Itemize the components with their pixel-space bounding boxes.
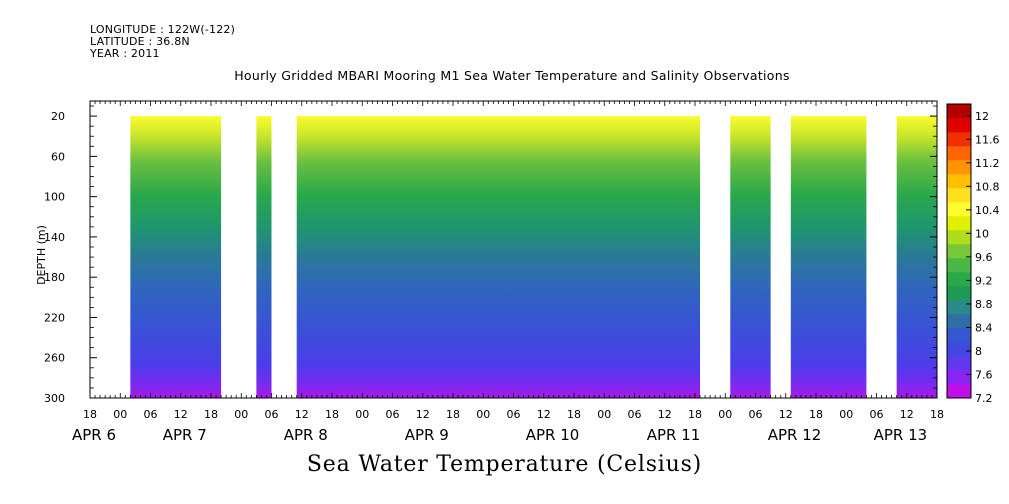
x-tick-label: 06: [386, 408, 400, 421]
x-tick-label: 00: [113, 408, 127, 421]
longitude-label: LONGITUDE : 122W(-122): [90, 23, 236, 36]
x-tick-label: 12: [658, 408, 672, 421]
x-tick-label: 06: [870, 408, 884, 421]
colorbar-band: [947, 272, 971, 287]
y-tick-label: 300: [44, 392, 65, 405]
x-tick-label: 12: [779, 408, 793, 421]
colorbar-band: [947, 244, 971, 259]
plot-frame: [89, 100, 938, 399]
data-segment: [130, 116, 222, 399]
date-label: APR 8: [284, 426, 328, 444]
data-segment: [296, 116, 701, 399]
x-tick-label: 00: [355, 408, 369, 421]
x-tick-label: 00: [476, 408, 490, 421]
data-segment: [256, 116, 272, 399]
colorbar-label: 10.8: [975, 180, 1000, 193]
x-tick-label: 00: [597, 408, 611, 421]
x-tick-label: 18: [325, 408, 339, 421]
date-label: APR 6: [72, 426, 116, 444]
colorbar-label: 12: [975, 110, 989, 123]
colorbar-band: [947, 132, 971, 147]
y-tick-label: 140: [44, 231, 65, 244]
colorbar-label: 10: [975, 227, 989, 240]
date-label: APR 9: [405, 426, 449, 444]
y-axis: 20 60 100 140 180 220 260 300: [44, 105, 937, 405]
x-tick-label: 00: [839, 408, 853, 421]
colorbar-band: [947, 300, 971, 315]
date-label: APR 12: [768, 426, 822, 444]
x-tick-label: 06: [144, 408, 158, 421]
x-tick-label: 06: [749, 408, 763, 421]
colorbar-band: [947, 104, 971, 119]
colorbar-label: 8: [975, 345, 982, 358]
colorbar-band: [947, 188, 971, 203]
x-tick-label: 18: [930, 408, 944, 421]
x-tick-label: 12: [900, 408, 914, 421]
colorbar-band: [947, 384, 971, 399]
colorbar-label: 11.2: [975, 157, 1000, 170]
x-tick-label: 12: [174, 408, 188, 421]
colorbar-band: [947, 174, 971, 189]
colorbar-band: [947, 356, 971, 371]
y-axis-label: DEPTH (m): [35, 225, 48, 285]
date-label: APR 11: [647, 426, 701, 444]
colorbar-label: 9.6: [975, 251, 993, 264]
colorbar-label: 7.2: [975, 392, 993, 405]
x-tick-label: 18: [204, 408, 218, 421]
x-tick-label: 06: [628, 408, 642, 421]
y-tick-label: 20: [51, 110, 65, 123]
y-tick-label: 260: [44, 352, 65, 365]
latitude-label: LATITUDE : 36.8N: [90, 35, 190, 48]
x-tick-label: 06: [507, 408, 521, 421]
x-axis: 18 00 06 12 18 00 06 12 18 00 06 12 18 00 06 12 18 00 06 12…: [72, 408, 944, 444]
data-segment: [896, 116, 937, 399]
colorbar-label: 9.2: [975, 274, 993, 287]
x-tick-label: 18: [688, 408, 702, 421]
x-tick-label: 00: [718, 408, 732, 421]
data-segment: [730, 116, 771, 399]
data-segment: [790, 116, 867, 399]
colorbar-label: 8.4: [975, 321, 993, 334]
colorbar-band: [947, 118, 971, 133]
colorbar-label: 10.4: [975, 204, 1000, 217]
colorbar-band: [947, 286, 971, 301]
year-label: YEAR : 2011: [90, 47, 160, 60]
x-tick-label: 18: [446, 408, 460, 421]
x-tick-label: 00: [234, 408, 248, 421]
colorbar-band: [947, 230, 971, 245]
colorbar-band: [947, 216, 971, 231]
x-tick-label: 18: [83, 408, 97, 421]
y-tick-label: 180: [44, 271, 65, 284]
date-label: APR 13: [874, 426, 928, 444]
chart-title: Hourly Gridded MBARI Mooring M1 Sea Wate…: [234, 68, 790, 83]
colorbar-band: [947, 370, 971, 385]
chart-caption: Sea Water Temperature (Celsius): [306, 452, 703, 477]
date-label: APR 10: [526, 426, 580, 444]
colorbar: 12 11.6 11.2 10.8 10.4 10 9.6 9.2 8.8 8.4 8 7.6 7.2: [946, 103, 1000, 405]
colorbar-border: [946, 103, 972, 399]
y-tick-label: 220: [44, 311, 65, 324]
x-tick-label: 06: [265, 408, 279, 421]
x-tick-label: 18: [809, 408, 823, 421]
plot-data-area: [130, 116, 937, 399]
x-tick-label: 18: [567, 408, 581, 421]
x-tick-label: 12: [537, 408, 551, 421]
colorbar-label: 11.6: [975, 133, 1000, 146]
x-tick-label: 12: [416, 408, 430, 421]
x-tick-label: 12: [295, 408, 309, 421]
y-tick-label: 100: [44, 191, 65, 204]
date-label: APR 7: [163, 426, 207, 444]
colorbar-band: [947, 314, 971, 329]
colorbar-band: [947, 342, 971, 357]
colorbar-band: [947, 160, 971, 175]
y-tick-label: 60: [51, 150, 65, 163]
colorbar-band: [947, 146, 971, 161]
colorbar-band: [947, 258, 971, 273]
colorbar-label: 8.8: [975, 298, 993, 311]
colorbar-band: [947, 328, 971, 343]
colorbar-label: 7.6: [975, 368, 993, 381]
colorbar-band: [947, 202, 971, 217]
